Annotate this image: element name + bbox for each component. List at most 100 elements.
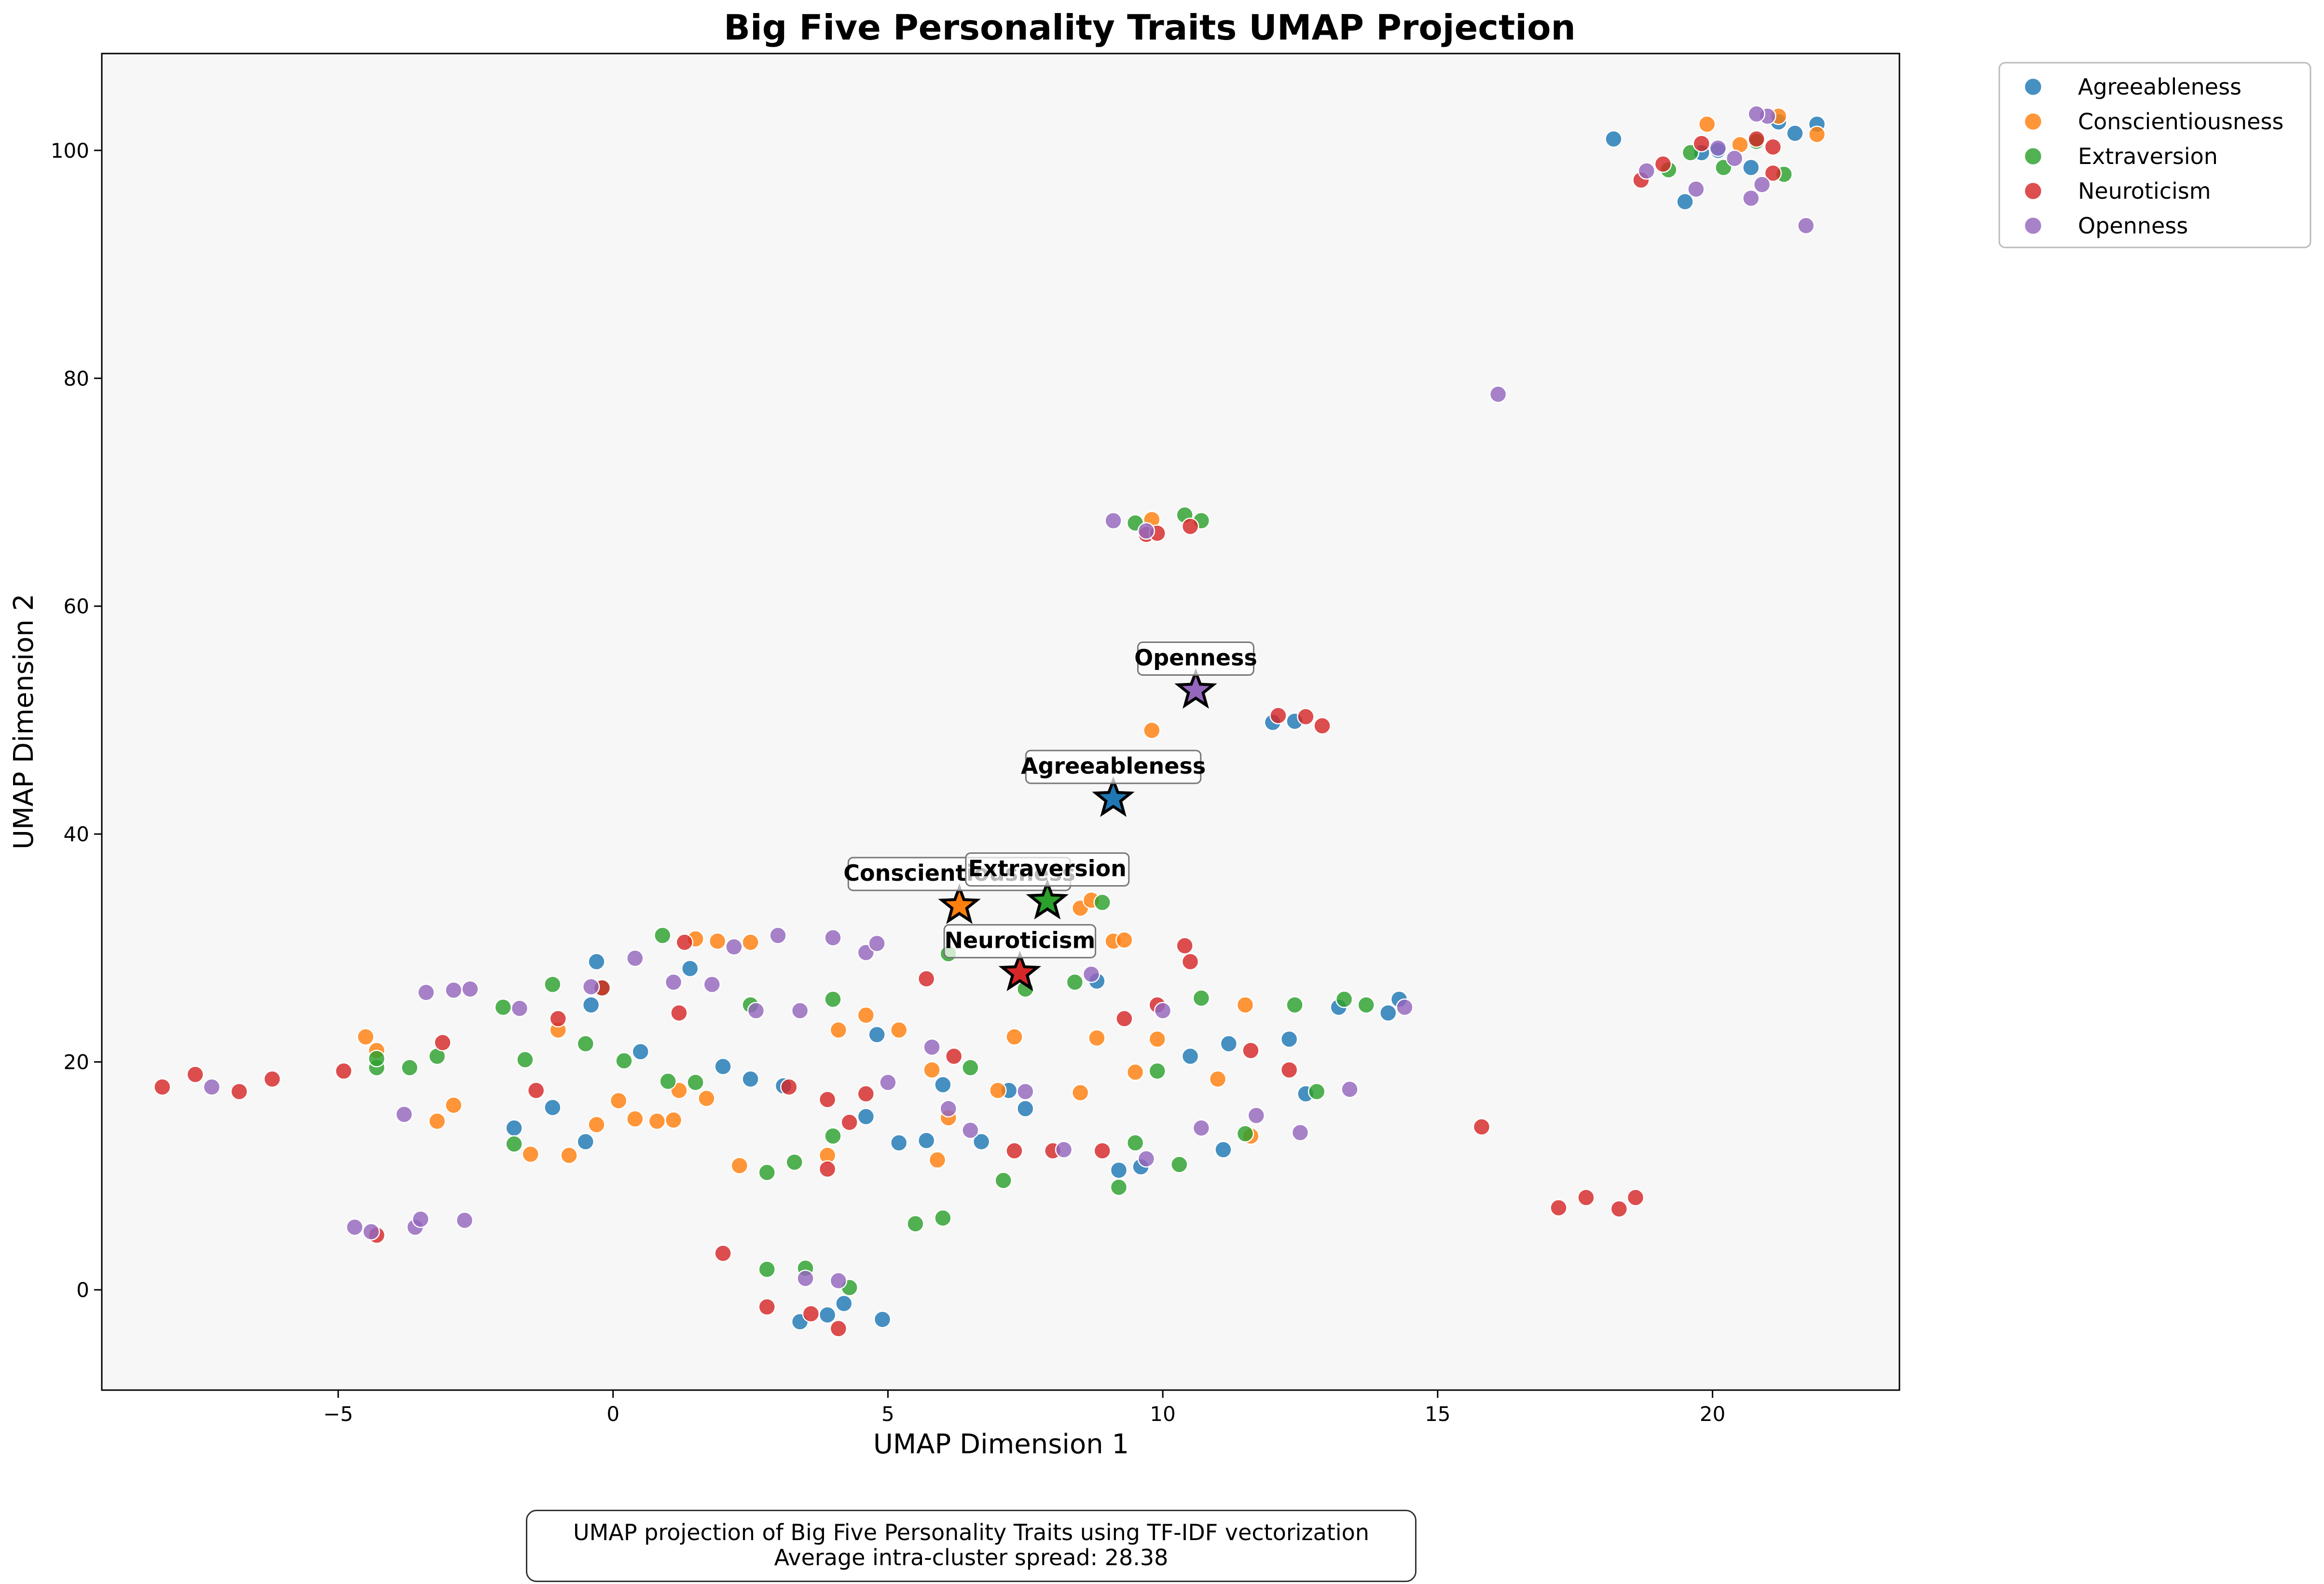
x-tick-label: −5 xyxy=(323,1402,353,1426)
data-point-openness xyxy=(444,981,463,999)
data-point-conscientiousness xyxy=(1126,1063,1144,1081)
data-point-neuroticism xyxy=(186,1065,204,1083)
data-point-neuroticism xyxy=(818,1160,837,1178)
data-point-conscientiousness xyxy=(989,1081,1007,1099)
data-point-openness xyxy=(868,934,886,953)
centroid-label-box-neuroticism xyxy=(943,924,1097,958)
data-point-extraversion xyxy=(934,1209,952,1227)
data-point-conscientiousness xyxy=(588,1116,605,1133)
centroid-label-agreeableness: Agreeableness xyxy=(1021,753,1206,779)
x-tick-label: 20 xyxy=(1700,1402,1725,1426)
data-point-neuroticism xyxy=(1176,937,1194,955)
data-point-extraversion xyxy=(516,1051,534,1069)
data-point-extraversion xyxy=(758,1163,776,1182)
data-point-agreeableness xyxy=(505,1119,523,1137)
data-point-extraversion xyxy=(994,1172,1012,1189)
caption-line-1: UMAP projection of Big Five Personality … xyxy=(573,1519,1369,1545)
plot-area xyxy=(101,53,1900,1391)
data-point-extraversion xyxy=(1335,990,1353,1008)
legend-marker-extraversion xyxy=(2023,147,2043,166)
data-point-conscientiousness xyxy=(560,1147,578,1164)
data-point-openness xyxy=(1341,1080,1359,1098)
caption-line-2: Average intra-cluster spread: 28.38 xyxy=(774,1544,1169,1570)
centroid-star-agreeableness xyxy=(1092,776,1135,817)
data-point-neuroticism xyxy=(1610,1200,1628,1218)
data-point-openness xyxy=(703,975,721,994)
legend-items: Agreeableness Conscientiousness Extraversi… xyxy=(2023,74,2283,239)
data-point-neuroticism xyxy=(780,1078,798,1096)
data-point-agreeableness xyxy=(1742,158,1760,177)
data-point-conscientiousness xyxy=(923,1061,941,1079)
data-point-neuroticism xyxy=(1313,717,1331,735)
data-point-conscientiousness xyxy=(1148,1030,1166,1048)
data-point-extraversion xyxy=(1286,996,1304,1014)
data-point-agreeableness xyxy=(873,1311,892,1328)
y-tick-label: 40 xyxy=(64,822,89,846)
data-point-agreeableness xyxy=(857,1107,875,1126)
data-point-conscientiousness xyxy=(890,1021,908,1039)
data-point-agreeableness xyxy=(588,953,605,971)
data-point-extraversion xyxy=(400,1059,419,1077)
data-point-openness xyxy=(1637,162,1656,180)
data-point-neuroticism xyxy=(1269,707,1287,724)
data-point-neuroticism xyxy=(263,1070,281,1088)
y-tick-label: 0 xyxy=(76,1278,89,1302)
centroid-label-neuroticism: Neuroticism xyxy=(944,927,1095,953)
data-point-agreeableness xyxy=(681,959,699,978)
data-point-neuroticism xyxy=(1005,1142,1023,1160)
data-point-conscientiousness xyxy=(357,1028,375,1046)
data-point-conscientiousness xyxy=(1236,996,1254,1014)
legend-label-neuroticism: Neuroticism xyxy=(2078,178,2211,204)
data-point-openness xyxy=(879,1073,897,1092)
data-point-openness xyxy=(1104,512,1122,530)
data-point-agreeableness xyxy=(868,1025,886,1044)
data-point-agreeableness xyxy=(1280,1030,1298,1048)
data-point-extraversion xyxy=(785,1153,803,1171)
data-point-openness xyxy=(725,938,743,956)
data-point-openness xyxy=(939,1100,958,1118)
chart-title: Big Five Personality Traits UMAP Project… xyxy=(724,7,1576,48)
data-point-openness xyxy=(461,980,479,998)
x-axis-label: UMAP Dimension 1 xyxy=(873,1429,1129,1460)
data-point-openness xyxy=(345,1218,364,1236)
data-point-extraversion xyxy=(1148,1062,1166,1080)
data-point-extraversion xyxy=(758,1260,776,1278)
data-point-agreeableness xyxy=(714,1057,732,1076)
data-point-neuroticism xyxy=(714,1244,732,1262)
y-tick-label: 20 xyxy=(64,1051,89,1074)
centroid-label-extraversion: Extraversion xyxy=(968,856,1127,882)
data-point-openness xyxy=(1137,522,1155,540)
data-point-openness xyxy=(417,983,435,1001)
scatter-points xyxy=(153,105,1826,1338)
data-point-agreeableness xyxy=(972,1133,990,1151)
data-point-agreeableness xyxy=(582,996,600,1014)
data-point-conscientiousness xyxy=(1209,1070,1227,1088)
data-point-openness xyxy=(395,1106,413,1123)
data-point-openness xyxy=(664,973,683,991)
y-tick-label: 60 xyxy=(64,595,89,618)
data-point-neuroticism xyxy=(1093,1142,1112,1160)
data-point-neuroticism xyxy=(675,933,694,951)
data-point-agreeableness xyxy=(1110,1161,1128,1179)
data-point-openness xyxy=(1742,189,1760,207)
data-point-extraversion xyxy=(907,1215,924,1233)
data-point-conscientiousness xyxy=(698,1089,715,1107)
data-point-agreeableness xyxy=(1379,1004,1397,1022)
data-point-openness xyxy=(1055,1141,1073,1159)
data-point-neuroticism xyxy=(670,1004,688,1022)
data-point-openness xyxy=(1747,105,1765,123)
data-point-neuroticism xyxy=(829,1320,848,1338)
data-point-extraversion xyxy=(494,998,512,1016)
centroid-markers: OpennessAgreeablenessConscientiousnessEx… xyxy=(843,642,1257,991)
legend-marker-openness xyxy=(2023,216,2043,235)
data-point-conscientiousness xyxy=(1115,931,1133,949)
data-point-agreeableness xyxy=(1786,124,1804,142)
data-point-neuroticism xyxy=(434,1034,452,1051)
centroid-label-box-agreeableness xyxy=(1025,750,1202,784)
data-point-openness xyxy=(1017,1082,1034,1101)
data-point-agreeableness xyxy=(1605,130,1623,148)
data-point-agreeableness xyxy=(544,1098,562,1117)
data-point-openness xyxy=(412,1210,430,1228)
legend-marker-neuroticism xyxy=(2023,181,2043,201)
legend-label-extraversion: Extraversion xyxy=(2078,143,2218,169)
